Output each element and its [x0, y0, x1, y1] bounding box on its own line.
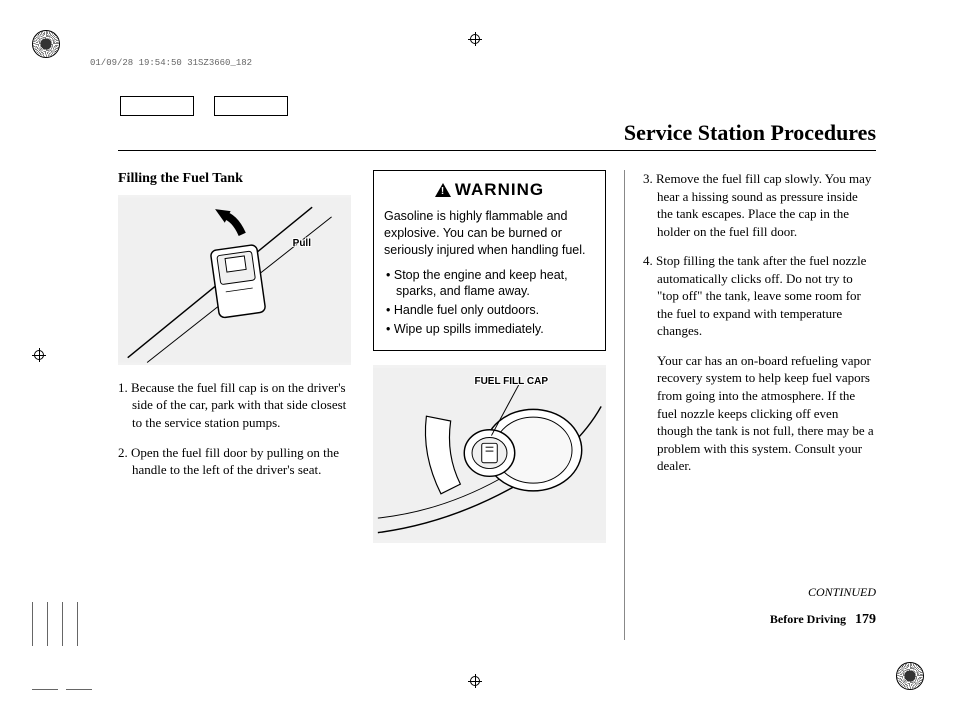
warning-intro: Gasoline is highly flammable and explosi… [384, 208, 595, 259]
warning-bullet: Stop the engine and keep heat, sparks, a… [384, 267, 595, 301]
warning-bullet: Handle fuel only outdoors. [384, 302, 595, 319]
warning-title: WARNING [455, 179, 544, 202]
page-footer: Before Driving 179 [770, 611, 876, 630]
content-area: Filling the Fuel Tank Pull 1. Beca [118, 170, 876, 640]
figure-label-pull: Pull [293, 237, 311, 251]
crosshair-left [32, 348, 46, 362]
page-title: Service Station Procedures [624, 120, 876, 146]
vapor-recovery-paragraph: Your car has an on-board refueling vapor… [643, 352, 876, 475]
print-header: 01/09/28 19:54:50 31SZ3660_182 [90, 58, 252, 68]
registration-mark-top-left [32, 30, 60, 58]
warning-header: WARNING [384, 179, 595, 202]
column-divider [624, 170, 625, 640]
column-1: Filling the Fuel Tank Pull 1. Beca [118, 170, 351, 640]
figure-label-fuel-fill-cap: FUEL FILL CAP [474, 375, 548, 389]
column-2: WARNING Gasoline is highly flammable and… [373, 170, 606, 640]
step-item: 2. Open the fuel fill door by pulling on… [118, 444, 351, 479]
footer-page-number: 179 [855, 612, 876, 627]
warning-bullet: Wipe up spills immediately. [384, 321, 595, 338]
step-item: 1. Because the fuel fill cap is on the d… [118, 379, 351, 432]
nav-box-prev[interactable] [120, 96, 194, 116]
warning-bullets: Stop the engine and keep heat, sparks, a… [384, 267, 595, 339]
crop-mark [66, 689, 92, 690]
warning-triangle-icon [435, 183, 451, 197]
crosshair-bottom [468, 674, 482, 688]
section-heading: Filling the Fuel Tank [118, 170, 351, 189]
nav-box-next[interactable] [214, 96, 288, 116]
steps-list-1: 1. Because the fuel fill cap is on the d… [118, 379, 351, 479]
crosshair-top [468, 32, 482, 46]
step-item: 4. Stop filling the tank after the fuel … [643, 252, 876, 340]
column-3: 3. Remove the fuel fill cap slowly. You … [643, 170, 876, 640]
step-item: 3. Remove the fuel fill cap slowly. You … [643, 170, 876, 240]
continued-label: CONTINUED [808, 584, 876, 600]
steps-list-2: 3. Remove the fuel fill cap slowly. You … [643, 170, 876, 340]
crop-mark [32, 602, 33, 646]
crop-mark [62, 602, 63, 646]
footer-section: Before Driving [770, 612, 846, 626]
figure-fuel-fill-cap: FUEL FILL CAP [373, 365, 606, 543]
crop-mark [47, 602, 48, 646]
crop-mark [77, 602, 78, 646]
nav-boxes [120, 96, 288, 116]
figure-fuel-door-handle: Pull [118, 195, 351, 365]
title-rule [118, 150, 876, 151]
registration-mark-bottom-right [896, 662, 924, 690]
crop-mark [32, 689, 58, 690]
warning-box: WARNING Gasoline is highly flammable and… [373, 170, 606, 351]
